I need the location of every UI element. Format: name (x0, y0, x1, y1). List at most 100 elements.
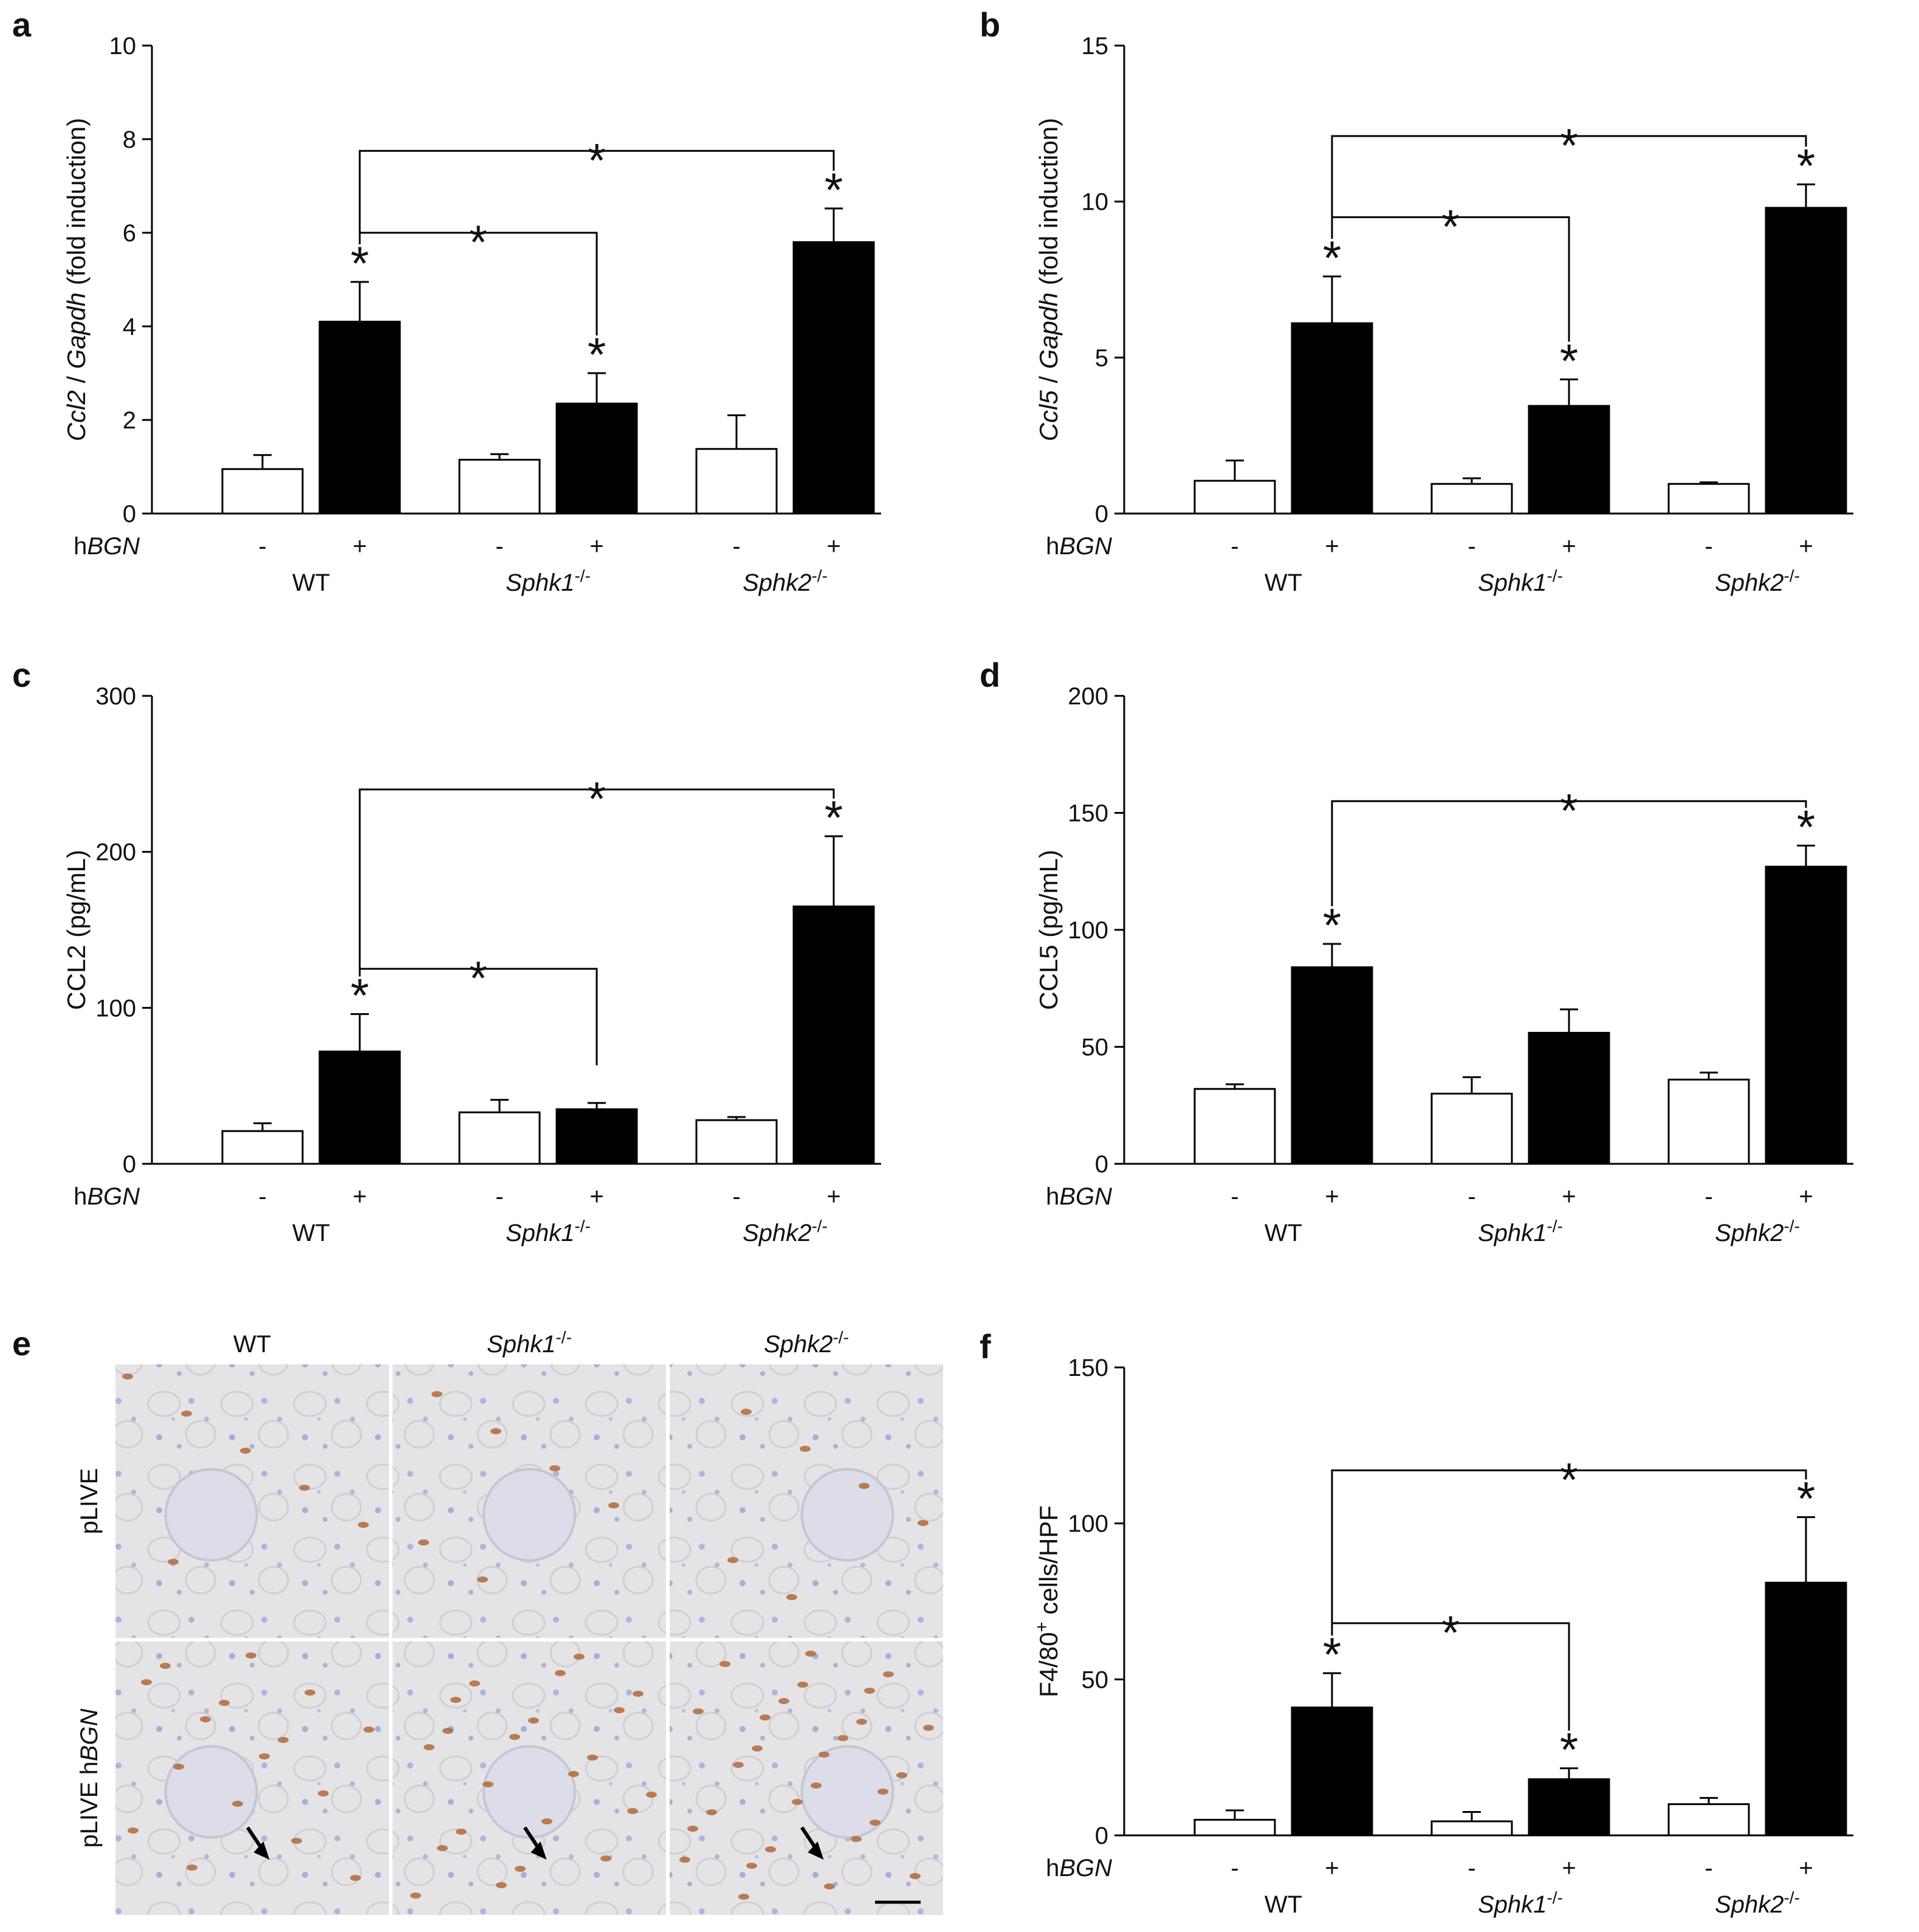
treatment-sign: + (352, 1183, 366, 1210)
y-tick-label: 2 (123, 407, 136, 434)
glomerulus (800, 1745, 894, 1839)
bracket-star: * (1441, 1606, 1460, 1659)
treatment-sign: - (1231, 1183, 1238, 1210)
bracket-star: * (1441, 199, 1460, 253)
treatment-sign: - (258, 533, 266, 560)
group-label: Sphk2-/- (1715, 1888, 1800, 1919)
stained-cell (870, 1820, 881, 1826)
bar-minus (1193, 1818, 1276, 1837)
stained-cell (819, 1752, 829, 1758)
glomerulus (482, 1468, 576, 1562)
treatment-sign: + (1325, 1183, 1339, 1210)
treatment-sign: - (732, 533, 740, 560)
stained-cell (786, 1594, 797, 1600)
bar-plus (1291, 966, 1373, 1165)
arrow-head-icon (253, 1841, 270, 1860)
bar-plus (1765, 865, 1847, 1165)
stained-cell (918, 1520, 929, 1526)
bar-minus (1430, 483, 1513, 515)
treatment-sign: - (495, 1183, 503, 1210)
group-label: Sphk1-/- (1478, 566, 1563, 597)
stained-cell (811, 1782, 822, 1789)
y-axis-label: CCL5 (pg/mL) (1034, 850, 1063, 1010)
bracket-star: * (1560, 119, 1578, 172)
stained-cell (856, 1719, 867, 1725)
group-label: Sphk2-/- (1715, 1217, 1800, 1247)
significance-star: * (1560, 334, 1578, 387)
treatment-sign: - (1231, 1855, 1238, 1882)
stained-cell (200, 1716, 211, 1722)
bar-minus (1667, 1803, 1750, 1837)
bracket-star: * (469, 951, 487, 1005)
stained-cell (864, 1688, 875, 1694)
stained-cell (837, 1735, 848, 1741)
treatment-sign: + (1325, 533, 1339, 560)
y-tick-label: 0 (1095, 1151, 1108, 1178)
stained-cell (627, 1808, 638, 1814)
stained-cell (549, 1465, 560, 1471)
panel-e: e WT Sphk1-/- Sphk2-/- pLIVE pLIVE hBGN (12, 1324, 943, 1915)
stained-cell (706, 1809, 717, 1815)
stained-cell (318, 1790, 329, 1796)
stained-cell (587, 1755, 598, 1761)
stained-cell (633, 1691, 644, 1697)
stained-cell (363, 1727, 374, 1733)
row-label: pLIVE hBGN (76, 1708, 103, 1848)
bar-minus (695, 448, 778, 515)
y-tick-label: 50 (1082, 1666, 1109, 1693)
stained-cell (424, 1744, 434, 1750)
bar-plus (1765, 1581, 1847, 1837)
stained-cell (760, 1714, 771, 1721)
panel-letter: f (980, 1327, 991, 1366)
treatment-sign: + (1799, 1183, 1813, 1210)
chart-b: b 0 5 10 15 Ccl5 / Gapdh (fold induction) hBGN… (980, 5, 1853, 596)
glomerulus (164, 1468, 258, 1562)
bar-plus (555, 402, 638, 515)
treatment-row-label: hBGN (1046, 1183, 1112, 1210)
stained-cell (646, 1792, 657, 1798)
group-label: Sphk2-/- (743, 1217, 828, 1247)
significance-star: * (1323, 1628, 1341, 1681)
bar-minus (1667, 1078, 1750, 1165)
treatment-sign: - (1468, 533, 1475, 560)
stained-cell (568, 1771, 579, 1777)
chart-d: d 0 50 100 150 200 CCL5 (pg/mL) hBGN - + * WT - + Sphk… (980, 656, 1853, 1246)
group-label: WT (292, 569, 330, 596)
stained-cell (122, 1373, 133, 1380)
y-tick-label: 0 (123, 501, 136, 528)
stained-cell (291, 1838, 302, 1844)
column-label: Sphk2-/- (764, 1328, 849, 1358)
treatment-sign: - (1231, 533, 1238, 560)
stained-cell (450, 1697, 461, 1703)
bar-minus (1430, 1093, 1513, 1165)
significance-star: * (1323, 231, 1341, 284)
significance-star: * (825, 791, 843, 844)
stained-cell (278, 1737, 289, 1743)
panel-letter: d (980, 656, 1000, 694)
significance-star: * (825, 163, 843, 216)
group-label: WT (1265, 1220, 1302, 1246)
bar-minus (221, 1130, 304, 1165)
bar-plus (555, 1108, 638, 1165)
bar-plus (318, 320, 401, 515)
y-tick-label: 6 (123, 220, 136, 247)
glomerulus (800, 1468, 894, 1562)
stained-cell (469, 1680, 480, 1686)
stained-cell (509, 1734, 520, 1740)
stained-cell (693, 1708, 704, 1714)
comparison-bracket (1331, 1469, 1807, 1636)
significance-star: * (1797, 800, 1815, 853)
significance-star: * (588, 328, 606, 381)
stained-cell (299, 1485, 310, 1491)
stained-cell (896, 1772, 907, 1778)
stained-cell (738, 1894, 749, 1900)
stained-cell (245, 1652, 256, 1659)
group-label: Sphk1-/- (1478, 1217, 1563, 1247)
treatment-sign: + (1562, 1183, 1576, 1210)
stained-cell (219, 1700, 230, 1706)
stained-cell (528, 1717, 539, 1724)
comparison-bracket (359, 788, 835, 977)
treatment-sign: - (1704, 1183, 1712, 1210)
stained-cell (496, 1882, 507, 1888)
